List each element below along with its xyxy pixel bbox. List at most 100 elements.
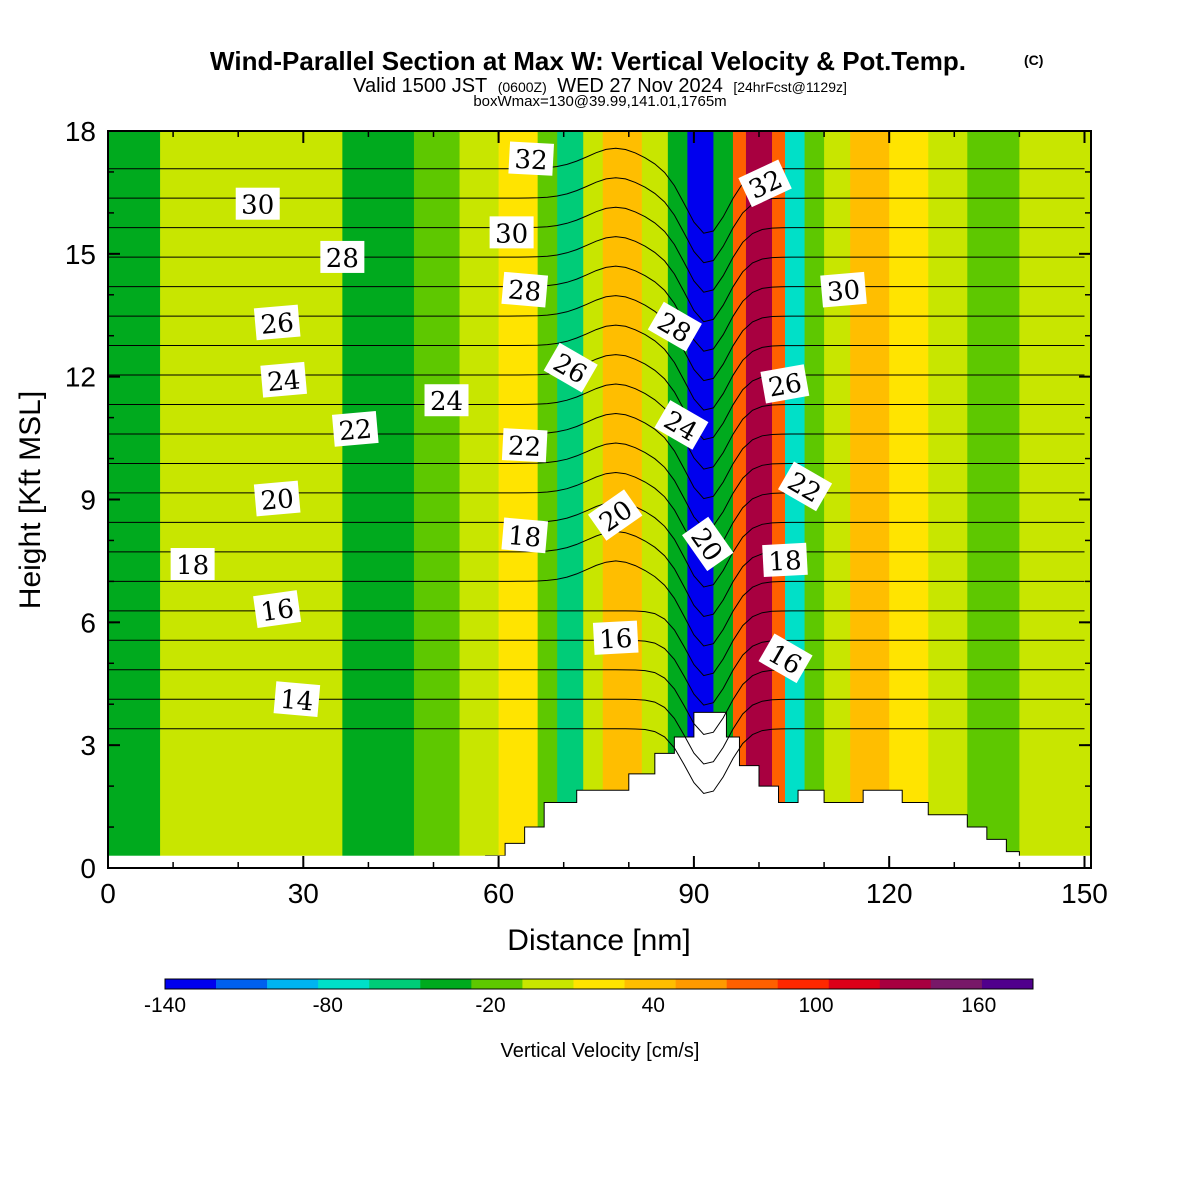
isentrope-line (108, 412, 1085, 500)
colorbar-frame (164, 978, 1034, 990)
contour-label-box (762, 542, 808, 578)
axes: 0 30 60 90 120 150 0 3 6 9 12 15 18 (65, 116, 1108, 909)
colorbar-tick-label: -140 (144, 994, 186, 1017)
velocity-column (160, 131, 265, 868)
contour-label-box (778, 461, 833, 512)
velocity-column (928, 131, 968, 868)
contour-label-box (424, 384, 469, 417)
x-axis-label: Distance [nm] (507, 924, 690, 957)
colorbar-swatch (828, 979, 881, 989)
isentrope-line (108, 560, 1085, 647)
contour-label-box (489, 216, 534, 249)
contour-label-box (501, 428, 548, 463)
contour-label-box (758, 633, 813, 684)
contour-label-box (501, 517, 549, 554)
isentrope-line (108, 236, 1085, 323)
contour-label: 20 (253, 480, 301, 517)
contour-label-box (501, 271, 549, 308)
contour-label-box (253, 304, 301, 341)
chart-title: Wind-Parallel Section at Max W: Vertical… (210, 46, 966, 76)
colorbar-swatch (318, 979, 370, 989)
velocity-column (785, 131, 806, 868)
velocity-column (967, 131, 1020, 868)
isentrope-line (108, 265, 1085, 352)
x-tick-label: 30 (288, 878, 319, 909)
colorbar-swatch (369, 979, 421, 989)
contour-label-box (331, 411, 379, 447)
contour-label: 26 (253, 304, 301, 341)
velocity-column (772, 131, 786, 868)
velocity-column (824, 131, 851, 868)
isentrope-line (108, 530, 1085, 618)
valid-date: WED 27 Nov 2024 (557, 75, 723, 97)
colorbar-swatch (675, 979, 727, 989)
isentrope-line (108, 698, 1085, 765)
colorbar-swatch (930, 979, 983, 989)
velocity-column (557, 131, 584, 868)
contour-label: 28 (501, 271, 549, 308)
contour-label: 24 (424, 384, 469, 417)
contour-label: 26 (760, 364, 810, 404)
contour-label-text: 32 (514, 145, 549, 177)
contour-label-box (760, 364, 810, 404)
velocity-column (641, 131, 669, 868)
velocity-fill (108, 131, 1091, 868)
contour-label-text: 22 (338, 415, 374, 448)
contour-label-box (592, 620, 639, 655)
contour-label-box (738, 159, 792, 208)
contour-label-box (260, 361, 307, 398)
velocity-column (498, 131, 539, 868)
colorbar-tick-label: 40 (642, 994, 665, 1017)
velocity-column (745, 131, 773, 868)
contour-label-box (253, 590, 302, 628)
contour-label: 32 (508, 141, 555, 177)
y-tick-label: 12 (65, 362, 96, 393)
contour-label-text: 24 (266, 365, 302, 398)
x-tick-label: 120 (866, 878, 913, 909)
contour-label: 16 (253, 590, 302, 628)
y-tick-label: 3 (80, 730, 96, 761)
box-info: boxWmax=130@39.99,141.01,1765m (473, 93, 726, 110)
colorbar-swatch (777, 979, 830, 989)
contour-label: 16 (758, 633, 813, 684)
contour-label-text: 20 (260, 484, 296, 517)
colorbar-swatch (267, 979, 319, 989)
velocity-column (850, 131, 890, 868)
contour-label-box (588, 489, 643, 541)
y-tick-label: 0 (80, 853, 96, 884)
contour-label-text: 16 (599, 624, 634, 656)
contour-label-box (170, 548, 215, 581)
contour-label-text: 30 (495, 219, 528, 249)
velocity-column (537, 131, 558, 868)
x-tick-label: 150 (1061, 878, 1108, 909)
x-tick-label: 60 (483, 878, 514, 909)
velocity-column (713, 131, 734, 868)
contour-label-text: 14 (279, 685, 315, 718)
contour-label: 16 (592, 620, 639, 656)
isentrope-line (108, 669, 1085, 736)
contour-label-text: 28 (326, 244, 359, 274)
terrain-profile (485, 711, 1020, 868)
contour-label-box (647, 301, 702, 352)
contour-label-text: 24 (430, 387, 463, 417)
x-tick-label: 90 (678, 878, 709, 909)
colorbar-swatch (981, 979, 1034, 989)
contour-label-text: 26 (260, 308, 296, 341)
velocity-column (583, 131, 604, 868)
contour-label-box (820, 271, 867, 308)
colorbar-tick-label: -20 (475, 994, 505, 1017)
colorbar-swatch (522, 979, 574, 989)
contour-label-text: 18 (507, 521, 543, 554)
colorbar-swatch (879, 979, 932, 989)
isentrope-line (108, 383, 1085, 470)
contour-label-box (320, 240, 365, 273)
contour-label-box (273, 681, 321, 717)
colorbar-tick-label: -80 (313, 994, 343, 1017)
contour-label-box (253, 480, 301, 517)
contour-label: 14 (273, 681, 321, 718)
terrain (108, 711, 1091, 868)
colorbar-swatch (624, 979, 676, 989)
contour-label: 30 (235, 187, 280, 221)
